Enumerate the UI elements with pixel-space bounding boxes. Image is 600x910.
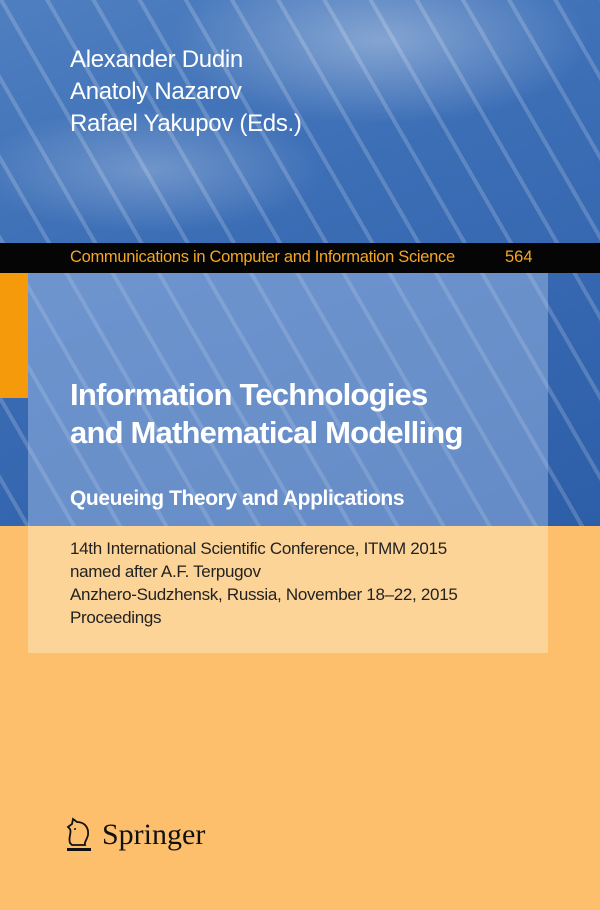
editor-name: Anatoly Nazarov [70,78,242,105]
knight-horse-icon [66,817,91,851]
editor-name: Rafael Yakupov (Eds.) [70,110,302,137]
info-line: Proceedings [70,608,162,627]
conference-info: 14th International Scientific Conference… [70,537,458,629]
book-subtitle: Queueing Theory and Applications [70,487,405,510]
info-panel [28,526,548,653]
series-name: Communications in Computer and Informati… [70,248,455,266]
title-line: and Mathematical Modelling [70,415,463,450]
accent-strip [0,273,28,398]
title-line: Information Technologies [70,377,428,412]
info-line: Anzhero-Sudzhensk, Russia, November 18–2… [70,585,458,604]
series-band: Communications in Computer and Informati… [0,243,600,273]
book-title: Information Technologies and Mathematica… [70,376,463,452]
info-line: 14th International Scientific Conference… [70,539,447,558]
series-number: 564 [505,248,533,266]
editors: Alexander Dudin Anatoly Nazarov Rafael Y… [70,44,302,140]
publisher-logo: Springer [64,815,205,855]
publisher-name: Springer [102,818,206,851]
info-line: named after A.F. Terpugov [70,562,261,581]
title-panel [28,273,548,526]
editor-name: Alexander Dudin [70,46,243,73]
